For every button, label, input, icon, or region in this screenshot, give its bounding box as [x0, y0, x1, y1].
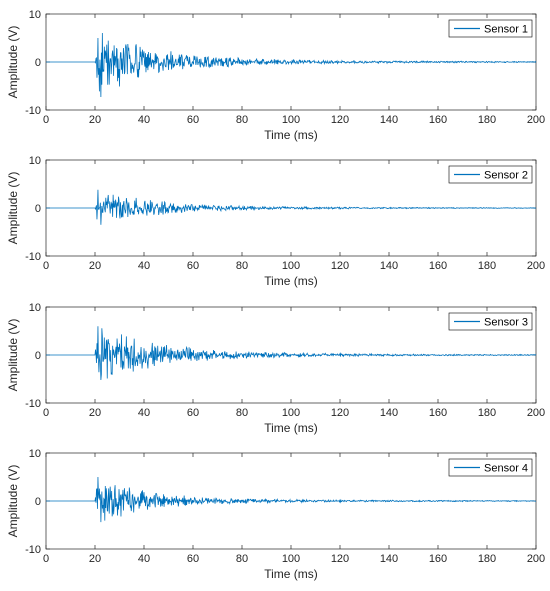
x-tick-label: 160 — [429, 407, 447, 419]
x-tick-label: 20 — [89, 553, 101, 565]
series-line-sensor-2 — [46, 189, 537, 225]
x-tick-label: 0 — [43, 407, 49, 419]
x-tick-label: 140 — [380, 553, 398, 565]
legend: Sensor 1 — [448, 19, 533, 38]
x-axis-label: Time (ms) — [264, 421, 318, 435]
x-tick-label: 60 — [187, 260, 199, 272]
x-tick-label: 60 — [187, 553, 199, 565]
series-line-sensor-3 — [46, 326, 537, 380]
legend-box — [448, 19, 533, 38]
legend: Sensor 2 — [448, 165, 533, 184]
series-line-sensor-4 — [46, 476, 537, 523]
y-tick-label: 0 — [35, 57, 41, 69]
x-tick-label: 120 — [331, 407, 349, 419]
x-tick-label: 20 — [89, 114, 101, 126]
x-tick-label: 80 — [236, 114, 248, 126]
legend-label: Sensor 4 — [484, 463, 528, 475]
x-tick-label: 60 — [187, 407, 199, 419]
x-tick-label: 120 — [331, 553, 349, 565]
x-tick-label: 0 — [43, 260, 49, 272]
x-tick-label: 80 — [236, 260, 248, 272]
x-tick-label: 180 — [478, 407, 496, 419]
x-tick-label: 140 — [380, 114, 398, 126]
x-tick-label: 180 — [478, 260, 496, 272]
x-tick-label: 40 — [138, 114, 150, 126]
x-tick-label: 100 — [282, 553, 300, 565]
x-tick-label: 100 — [282, 114, 300, 126]
x-tick-label: 160 — [429, 553, 447, 565]
legend-label: Sensor 3 — [484, 317, 528, 329]
y-tick-label: 10 — [29, 448, 41, 460]
x-tick-label: 120 — [331, 114, 349, 126]
legend: Sensor 4 — [448, 458, 533, 477]
x-tick-label: 20 — [89, 407, 101, 419]
x-tick-label: 40 — [138, 260, 150, 272]
y-axis-label: Amplitude (V) — [6, 319, 20, 392]
y-tick-label: -10 — [25, 105, 41, 117]
x-tick-label: 40 — [138, 553, 150, 565]
x-tick-label: 180 — [478, 553, 496, 565]
x-tick-label: 60 — [187, 114, 199, 126]
x-tick-label: 80 — [236, 407, 248, 419]
x-tick-label: 100 — [282, 260, 300, 272]
x-tick-label: 0 — [43, 114, 49, 126]
legend-box — [448, 312, 533, 331]
x-tick-label: 40 — [138, 407, 150, 419]
x-tick-label: 200 — [527, 260, 545, 272]
x-tick-label: 20 — [89, 260, 101, 272]
y-axis-label: Amplitude (V) — [6, 172, 20, 245]
x-tick-label: 0 — [43, 553, 49, 565]
x-axis-label: Time (ms) — [264, 274, 318, 288]
y-axis-label: Amplitude (V) — [6, 26, 20, 99]
y-tick-label: 0 — [35, 203, 41, 215]
y-tick-label: 10 — [29, 302, 41, 314]
x-axis-label: Time (ms) — [264, 567, 318, 581]
x-axis-label: Time (ms) — [264, 128, 318, 142]
legend-box — [448, 165, 533, 184]
y-tick-label: 0 — [35, 496, 41, 508]
x-tick-label: 160 — [429, 260, 447, 272]
y-tick-label: -10 — [25, 251, 41, 263]
y-tick-label: -10 — [25, 544, 41, 556]
y-tick-label: 10 — [29, 155, 41, 167]
x-tick-label: 200 — [527, 114, 545, 126]
x-tick-label: 80 — [236, 553, 248, 565]
x-tick-label: 100 — [282, 407, 300, 419]
legend-label: Sensor 1 — [484, 24, 528, 36]
legend: Sensor 3 — [448, 312, 533, 331]
x-tick-label: 120 — [331, 260, 349, 272]
legend-box — [448, 458, 533, 477]
x-tick-label: 140 — [380, 407, 398, 419]
y-tick-label: -10 — [25, 398, 41, 410]
x-tick-label: 140 — [380, 260, 398, 272]
y-tick-label: 0 — [35, 350, 41, 362]
y-tick-label: 10 — [29, 9, 41, 21]
y-axis-label: Amplitude (V) — [6, 465, 20, 538]
x-tick-label: 180 — [478, 114, 496, 126]
x-tick-label: 160 — [429, 114, 447, 126]
x-tick-label: 200 — [527, 407, 545, 419]
legend-label: Sensor 2 — [484, 170, 528, 182]
series-line-sensor-1 — [46, 33, 537, 98]
x-tick-label: 200 — [527, 553, 545, 565]
